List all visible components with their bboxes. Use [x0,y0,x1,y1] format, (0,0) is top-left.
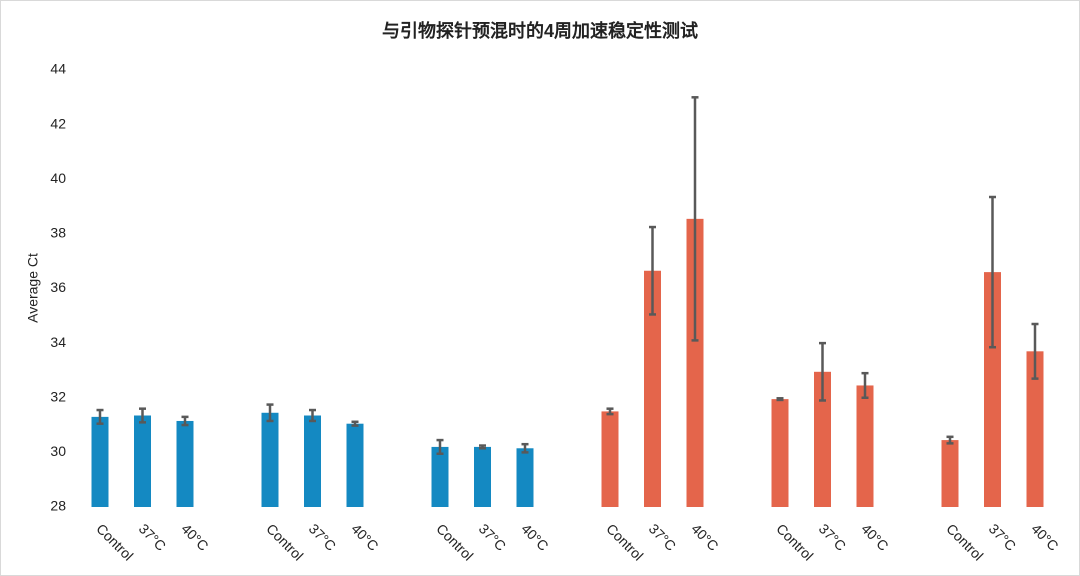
error-bar [691,96,699,342]
error-bar [139,407,146,424]
bar [984,272,1001,507]
y-tick-label: 32 [50,388,66,404]
bar [474,446,491,507]
bar [176,420,194,507]
bar [516,448,534,507]
bar [814,371,831,507]
bar [431,446,449,507]
bar [686,218,704,507]
bar [644,270,661,507]
error-bar [819,341,826,402]
y-tick-label: 44 [50,61,66,77]
chart-title: 与引物探针预混时的4周加速稳定性测试 [382,20,698,41]
bar [261,412,279,507]
error-bar [309,408,316,423]
y-tick-label: 40 [50,170,66,186]
error-bar [436,438,444,455]
error-bar [1031,322,1039,380]
bar [856,385,874,507]
bar [304,415,321,507]
y-tick-label: 34 [50,334,66,350]
y-tick-label: 30 [50,443,66,459]
error-bar [861,371,869,399]
y-axis-title: Average Ct [25,253,41,323]
y-tick-label: 38 [50,225,66,241]
bar [941,440,959,507]
error-bar [606,407,614,416]
bar [134,415,151,507]
y-tick-label: 36 [50,279,66,295]
error-bar [96,408,104,425]
y-tick-label: 42 [50,115,66,131]
error-bar [351,420,359,427]
bar [771,399,789,507]
error-bar [266,403,274,423]
bar [91,416,109,507]
error-bar [521,442,529,454]
y-tick-label: 28 [50,498,66,514]
error-bar [479,444,486,450]
bar [601,411,619,507]
bar [346,423,364,507]
error-bar [989,195,996,349]
error-bar [946,435,954,445]
error-bar [776,397,784,402]
error-bar [649,225,656,316]
bar [1026,351,1044,507]
error-bar [181,415,189,427]
